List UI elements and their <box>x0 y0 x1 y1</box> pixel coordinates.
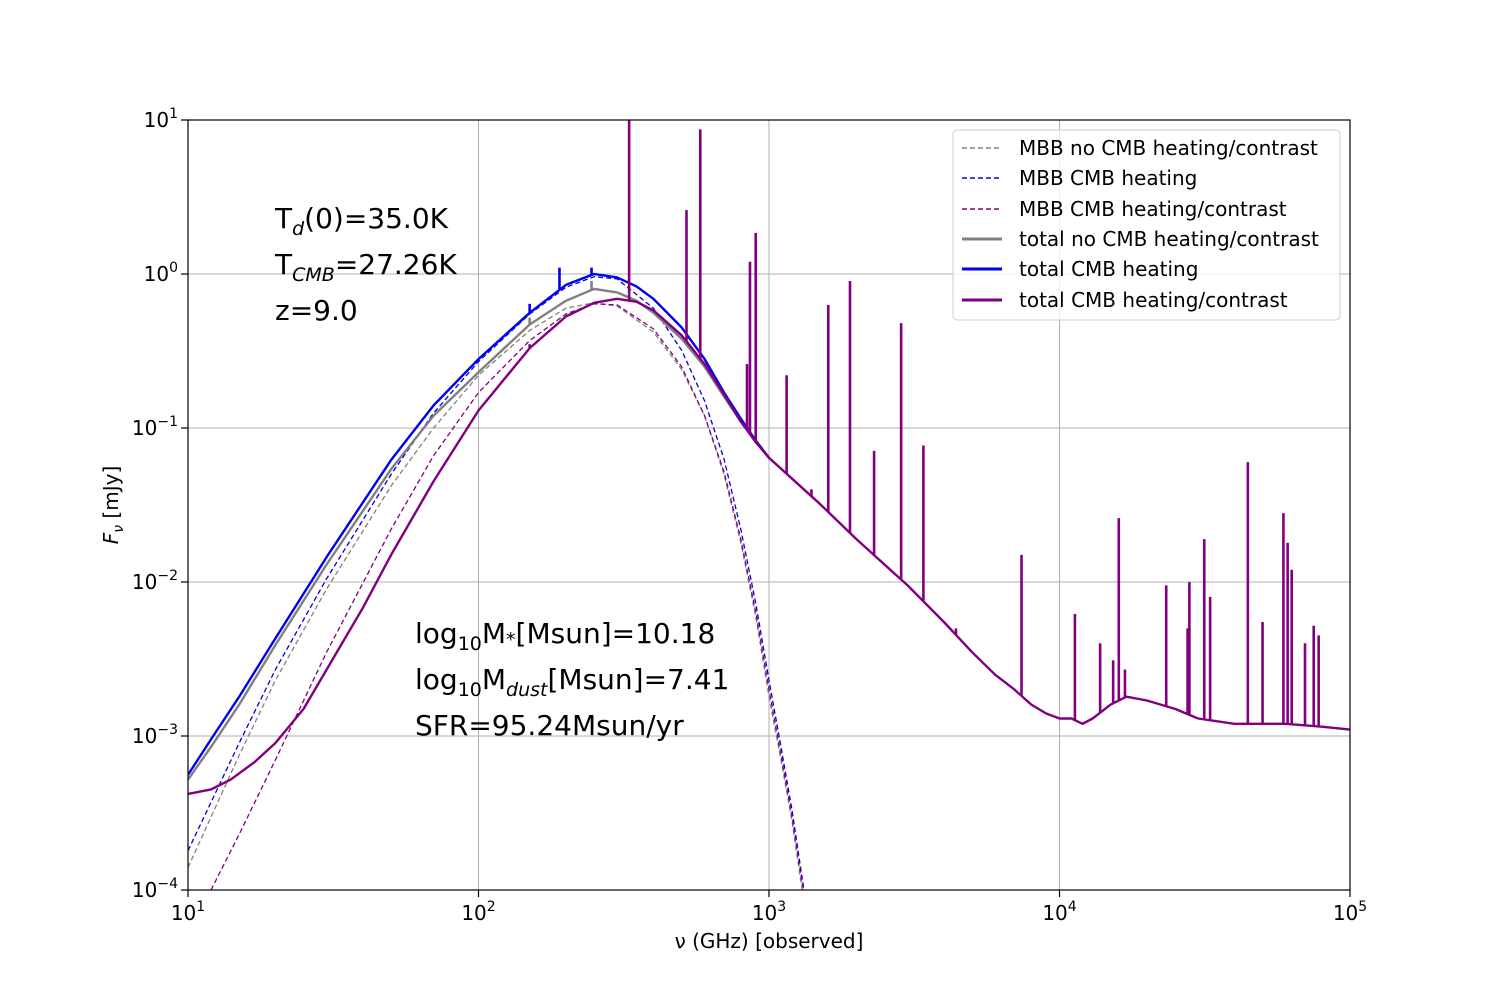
annot-mdust-e: [Msun]=7.41 <box>548 663 730 696</box>
annot-mdust-a: log <box>415 663 458 696</box>
y-tick-exp: −3 <box>157 722 178 738</box>
series-line-mbb-cmb-heating-contrast <box>210 303 805 890</box>
x-tick-base: 10 <box>1042 901 1067 925</box>
x-tick-exp: 1 <box>196 899 205 915</box>
annot-mstar-a: log <box>415 617 458 650</box>
annot-tcmb-a: T <box>274 248 293 281</box>
x-tick-exp: 3 <box>777 899 786 915</box>
y-tick-base: 10 <box>132 878 157 902</box>
legend-label-5: total CMB heating <box>1019 257 1198 281</box>
y-tick-exp: −2 <box>157 568 178 584</box>
y-tick-base: 10 <box>144 108 169 132</box>
y-axis-label-unit: [mJy] <box>99 466 123 525</box>
annotation-td: Td(0)=35.0K <box>274 202 449 240</box>
x-axis-label: ν (GHz) [observed] <box>675 929 864 953</box>
x-tick-base: 10 <box>1333 901 1358 925</box>
y-tick-label: 10−4 <box>132 876 178 902</box>
y-axis-label-f: F <box>99 532 123 544</box>
y-tick-base: 10 <box>132 724 157 748</box>
y-tick-label: 10−3 <box>132 722 178 748</box>
legend-label-4: total no CMB heating/contrast <box>1019 227 1319 251</box>
annot-mdust-c: M <box>482 663 506 696</box>
y-tick-label: 101 <box>144 106 178 132</box>
x-tick-label: 102 <box>461 899 495 925</box>
legend-label-3: MBB CMB heating/contrast <box>1019 197 1287 221</box>
y-axis-label-nu: ν <box>111 525 127 533</box>
annot-td-a: T <box>274 202 293 235</box>
x-tick-base: 10 <box>461 901 486 925</box>
x-tick-label: 101 <box>171 899 205 925</box>
y-tick-exp: −4 <box>157 876 178 892</box>
annotation-z: z=9.0 <box>275 294 358 327</box>
annot-td-c: (0)=35.0K <box>304 202 448 235</box>
legend-label-1: MBB no CMB heating/contrast <box>1019 136 1318 160</box>
svg-text:log10Mdust[Msun]=7.41: log10Mdust[Msun]=7.41 <box>415 663 729 701</box>
x-tick-label: 103 <box>752 899 786 925</box>
x-tick-exp: 4 <box>1068 899 1077 915</box>
y-tick-exp: 0 <box>169 260 178 276</box>
x-tick-label: 105 <box>1333 899 1367 925</box>
annot-td-b: d <box>292 218 305 240</box>
y-tick-base: 10 <box>144 262 169 286</box>
svg-text:log10M*[Msun]=10.18: log10M*[Msun]=10.18 <box>415 617 715 655</box>
legend-label-2: MBB CMB heating <box>1019 166 1197 190</box>
y-tick-base: 10 <box>132 570 157 594</box>
legend: MBB no CMB heating/contrast MBB CMB heat… <box>952 129 1341 321</box>
annot-mdust-d: dust <box>506 679 549 701</box>
annot-tcmb-c: =27.26K <box>335 248 458 281</box>
annot-mstar-b: 10 <box>458 633 482 655</box>
y-tick-base: 10 <box>132 416 157 440</box>
series-line-mbb-cmb-heating <box>188 276 805 890</box>
legend-label-6: total CMB heating/contrast <box>1019 288 1288 312</box>
annotation-mstar: log10M*[Msun]=10.18 <box>415 617 715 655</box>
y-tick-label: 10−1 <box>132 414 178 440</box>
series-line-mbb-no-cmb-heating-contrast <box>188 302 803 890</box>
legend-box <box>952 129 1341 321</box>
y-tick-label: 100 <box>144 260 178 286</box>
x-tick-base: 10 <box>171 901 196 925</box>
x-tick-exp: 2 <box>487 899 496 915</box>
series-layer <box>188 120 1350 890</box>
y-tick-exp: −1 <box>157 414 178 430</box>
annot-mstar-d: * <box>506 629 516 651</box>
series-line-total-cmb-heating <box>188 272 770 776</box>
annotation-tcmb: TCMB=27.26K <box>274 248 457 286</box>
y-axis-label: Fν [mJy] <box>99 466 127 545</box>
x-tick-base: 10 <box>752 901 777 925</box>
x-tick-label: 104 <box>1042 899 1076 925</box>
svg-text:TCMB=27.26K: TCMB=27.26K <box>274 248 457 286</box>
series-line-total-cmb-heating-contrast <box>188 297 1350 796</box>
annotation-sfr: SFR=95.24Msun/yr <box>415 709 684 742</box>
svg-text:Td(0)=35.0K: Td(0)=35.0K <box>274 202 449 240</box>
y-tick-label: 10−2 <box>132 568 178 594</box>
annot-tcmb-b: CMB <box>292 264 335 286</box>
annot-mdust-b: 10 <box>458 679 482 701</box>
x-tick-exp: 5 <box>1358 899 1367 915</box>
annot-mstar-e: [Msun]=10.18 <box>516 617 716 650</box>
annotation-mdust: log10Mdust[Msun]=7.41 <box>415 663 729 701</box>
annot-mstar-c: M <box>482 617 506 650</box>
y-tick-exp: 1 <box>169 106 178 122</box>
